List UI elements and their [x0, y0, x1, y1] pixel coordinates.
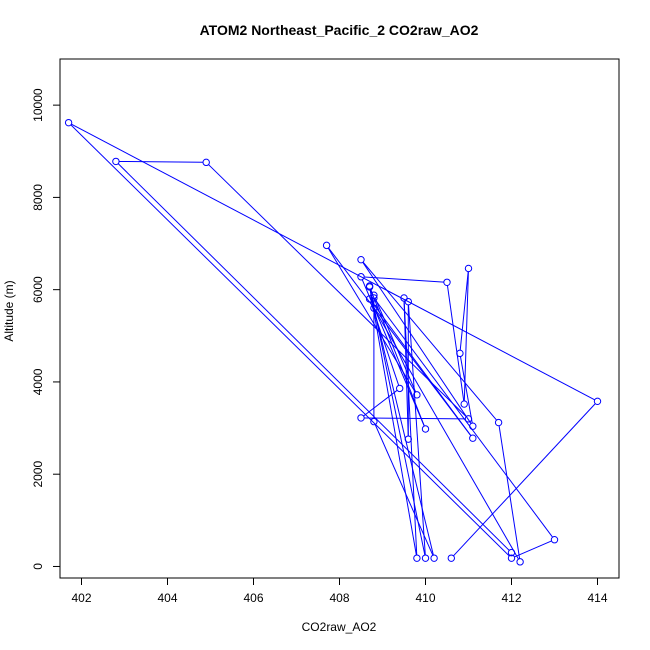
series-segment — [364, 417, 466, 420]
data-point — [370, 417, 378, 426]
data-point — [112, 157, 120, 166]
data-point — [400, 294, 408, 302]
data-point — [322, 241, 331, 250]
data-point — [464, 415, 473, 423]
data-point — [421, 425, 430, 433]
series-segment — [119, 160, 204, 163]
data-point — [357, 273, 365, 281]
data-point — [413, 554, 421, 562]
data-point — [370, 291, 378, 299]
y-tick-label: 0 — [31, 563, 45, 570]
plot-area — [59, 58, 620, 579]
data-point — [469, 422, 477, 430]
series-segment — [361, 279, 425, 427]
series-segment — [453, 403, 596, 557]
series-segment — [408, 304, 426, 556]
data-point — [357, 255, 365, 264]
x-tick-label: 406 — [243, 591, 263, 605]
y-axis-label: Altitude (m) — [2, 280, 16, 341]
series-segment — [363, 389, 398, 417]
series-segment — [374, 424, 434, 556]
data-point — [516, 558, 524, 566]
series-segment — [374, 297, 417, 393]
series-segment — [362, 262, 472, 424]
x-tick-label: 414 — [587, 591, 607, 605]
data-point — [443, 278, 451, 286]
x-tick-label: 412 — [501, 591, 521, 605]
series-segment — [374, 311, 434, 556]
series-segment — [446, 285, 465, 401]
series-segment — [369, 289, 417, 556]
data-point — [430, 554, 438, 562]
data-point — [469, 434, 477, 442]
data-point — [404, 297, 412, 306]
x-axis: 402 404 406 408 410 412 414 — [71, 577, 608, 605]
data-point — [550, 536, 559, 544]
data-point — [507, 554, 516, 562]
series-segment — [362, 261, 497, 421]
y-tick-label: 8000 — [31, 184, 45, 211]
chart-title: ATOM2 Northeast_Pacific_2 CO2raw_AO2 — [200, 22, 479, 38]
series-segment — [514, 540, 552, 558]
x-tick-label: 404 — [157, 591, 177, 605]
data-point — [460, 400, 468, 408]
data-point — [202, 158, 210, 167]
data-point — [357, 414, 365, 422]
series-segment — [370, 301, 400, 386]
plot-frame — [59, 58, 620, 579]
x-tick-label: 408 — [329, 591, 349, 605]
data-point — [447, 554, 455, 562]
x-tick-label: 402 — [71, 591, 91, 605]
series-segment — [375, 310, 519, 560]
x-axis-label: CO2raw_AO2 — [302, 620, 377, 634]
series-segment — [71, 123, 595, 401]
data-point — [456, 349, 464, 358]
data-point — [404, 435, 412, 443]
series-segment — [498, 425, 521, 559]
data-point — [365, 283, 374, 291]
data-point — [396, 384, 404, 393]
x-tick-label: 410 — [415, 591, 435, 605]
y-tick-label: 10000 — [31, 88, 45, 122]
data-point — [370, 294, 378, 302]
data-point — [507, 548, 516, 557]
series-segment — [459, 356, 473, 424]
data-point — [365, 295, 374, 303]
y-tick-label: 4000 — [31, 368, 45, 395]
series-segment — [364, 276, 444, 283]
y-axis: 0 2000 4000 6000 8000 10000 — [31, 88, 61, 570]
data-point — [413, 391, 421, 399]
series-segment — [371, 301, 472, 436]
data-point — [370, 304, 378, 312]
data-point — [64, 118, 73, 127]
series-segment — [70, 124, 510, 557]
data-point — [464, 264, 473, 273]
series-segment — [403, 301, 418, 555]
series-segment — [459, 271, 469, 351]
series-segment — [327, 247, 416, 393]
y-tick-label: 2000 — [31, 461, 45, 488]
series-segment — [208, 164, 467, 417]
y-tick-label: 6000 — [31, 276, 45, 303]
data-point — [593, 397, 602, 406]
series-segment — [117, 163, 510, 551]
data-point — [494, 418, 503, 427]
data-point — [421, 554, 430, 562]
